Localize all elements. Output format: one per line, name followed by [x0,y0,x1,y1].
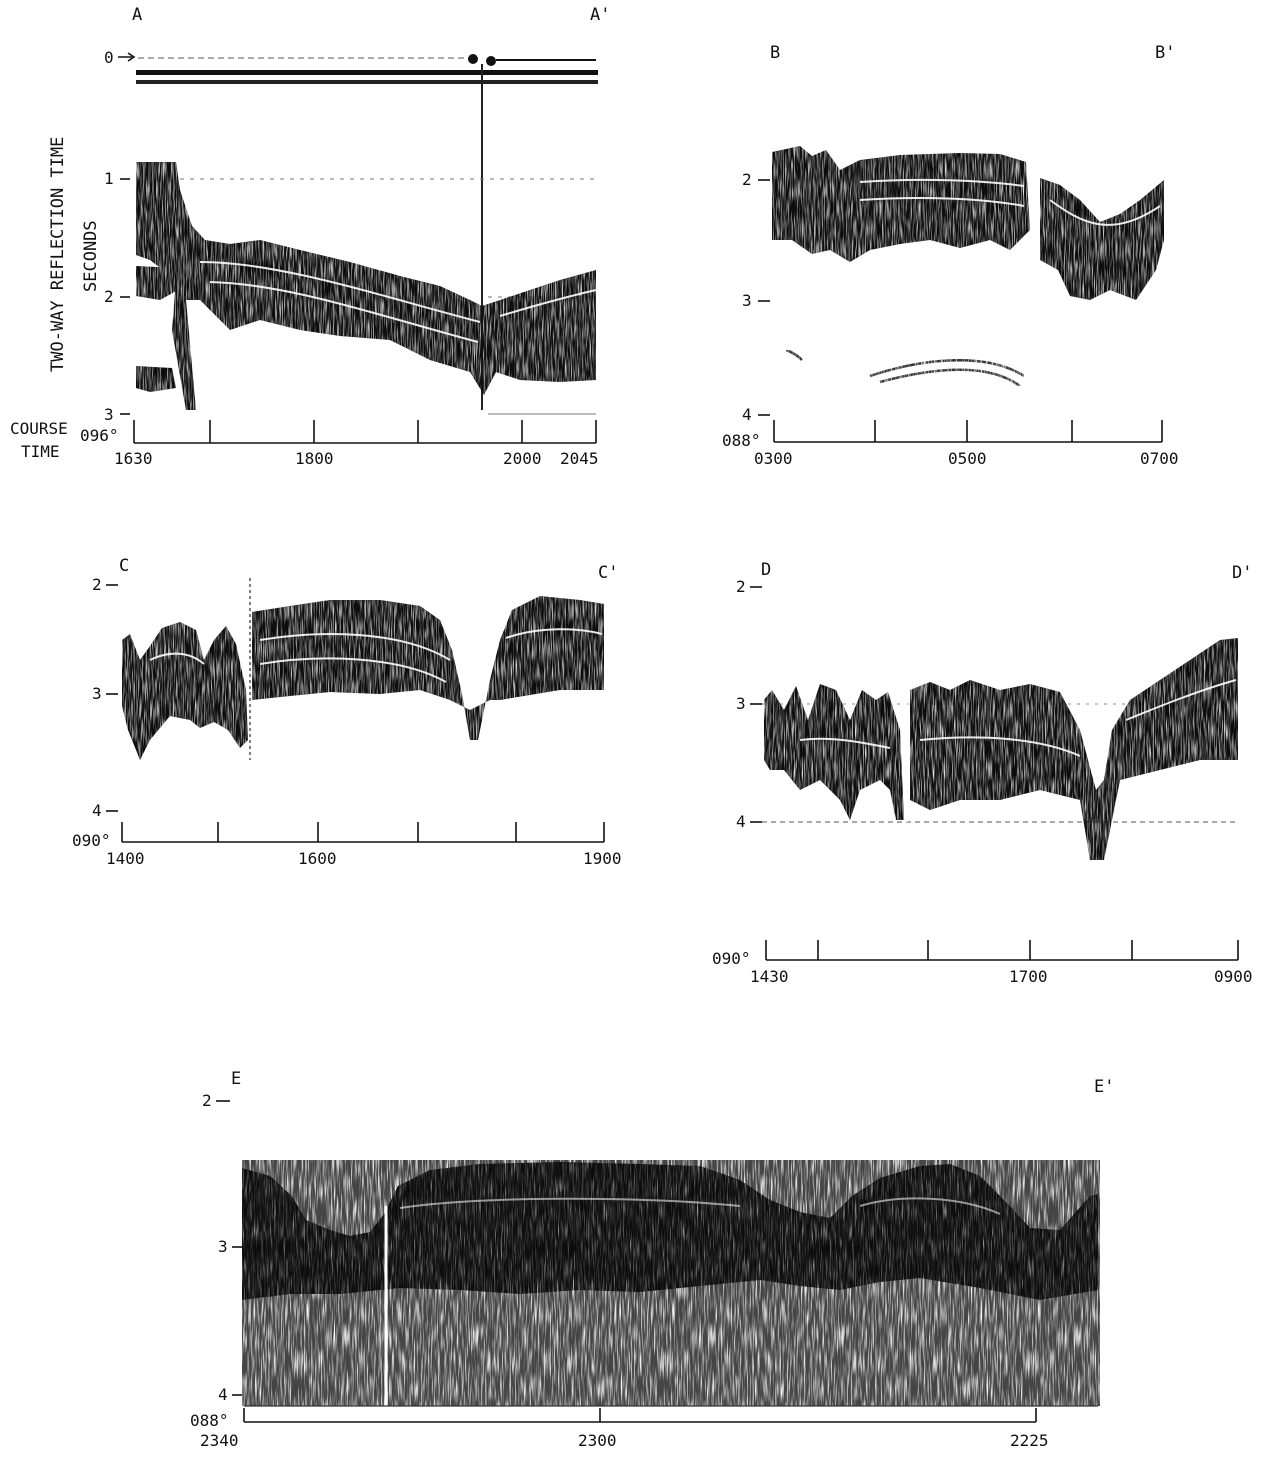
panel-b: B B' 2 3 4 088° [722,43,1179,468]
panel-d: D D' 2 3 4 090° 1430 1700 [712,560,1253,986]
panel-c-y-tick-0: 2 [92,575,102,594]
panel-d-time-0: 1430 [750,967,789,986]
panel-e-y-tick-1: 3 [218,1237,228,1256]
panel-a-time-2: 2000 [503,449,542,468]
panel-a-time-1: 1800 [295,449,334,468]
panel-a-arrow-0 [118,52,136,62]
panel-c-time-0: 1400 [106,849,145,868]
panel-d-end-label: D' [1232,563,1252,583]
panel-b-course: 088° [722,431,761,450]
axis-title: TWO-WAY REFLECTION TIME SECONDS [48,137,101,372]
panel-d-course: 090° [712,949,751,968]
panel-c-course: 090° [72,831,111,850]
panel-a-time-3: 2045 [560,449,599,468]
panel-d-y-tick-0: 2 [736,577,746,596]
time-label: TIME [21,442,60,461]
panel-a-x-axis [133,420,597,444]
panel-c: C C' 2 3 4 090° 1400 1600 [72,556,622,868]
panel-e-time-1: 2300 [578,1431,617,1450]
panel-d-time-2: 0900 [1214,967,1253,986]
panel-e-layers [399,1197,1001,1215]
panel-e: E E' 2 3 4 088° 2340 2300 2225 [190,1069,1114,1450]
panel-c-end-label: C' [598,563,618,583]
panel-e-x-axis [243,1408,1037,1423]
panel-a-y-tick-2: 2 [104,287,114,306]
panel-c-y-tick-2: 4 [92,801,102,820]
panel-d-start-label: D [761,560,771,580]
panel-b-x-axis [773,420,1163,443]
panel-e-time-0: 2340 [200,1431,239,1450]
panel-d-layers [799,679,1237,757]
panel-b-y-tick-1: 3 [742,291,752,310]
panel-a-course: 096° [80,426,119,445]
panel-d-y-tick-2: 4 [736,812,746,831]
panel-b-end-label: B' [1155,43,1175,63]
panel-d-reflector [764,638,1238,860]
panel-e-reflector [242,1162,1098,1300]
axis-title-line2: SECONDS [81,220,101,292]
panel-a-end-label: A' [590,5,610,25]
panel-c-time-1: 1600 [298,849,337,868]
panel-a-surface-band-1 [136,70,598,75]
axis-title-line1: TWO-WAY REFLECTION TIME [48,137,68,372]
panel-a-layers [199,261,597,343]
panel-d-y-tick-1: 3 [736,694,746,713]
panel-e-end-label: E' [1094,1077,1114,1097]
panel-c-start-label: C [119,556,129,576]
panel-a-start-label: A [132,5,142,25]
course-label: COURSE [10,419,68,438]
panel-b-time-0: 0300 [754,449,793,468]
panel-e-course: 088° [190,1411,229,1430]
panel-c-y-tick-1: 3 [92,684,102,703]
panel-c-time-2: 1900 [583,849,622,868]
panel-d-time-1: 1700 [1009,967,1048,986]
panel-a-marker-dot-1 [468,54,478,64]
panel-b-start-label: B [770,43,780,63]
panel-c-x-axis [121,822,605,843]
panel-a-y-tick-1: 1 [104,169,114,188]
panel-b-layers [859,178,1161,226]
panel-b-time-1: 0500 [948,449,987,468]
panel-d-x-axis [765,940,1239,961]
panel-e-y-tick-0: 2 [202,1091,212,1110]
panel-b-y-tick-2: 4 [742,405,752,424]
panel-a-surface-band-2 [136,80,598,84]
panel-e-start-label: E [231,1069,241,1089]
panel-b-time-2: 0700 [1140,449,1179,468]
panel-e-time-2: 2225 [1010,1431,1049,1450]
panel-c-layers [149,628,603,683]
panel-b-reflector [772,146,1164,300]
panel-a-y-tick-3: 3 [104,405,114,424]
panel-a-marker-dot-2 [486,56,496,66]
panel-b-y-tick-0: 2 [742,170,752,189]
panel-a: A A' 0 1 2 3 [10,5,610,468]
panel-c-reflector [122,596,604,760]
panel-a-time-0: 1630 [114,449,153,468]
panel-a-y-tick-0: 0 [104,48,114,67]
panel-a-reflector [136,162,596,410]
panel-e-y-tick-2: 4 [218,1385,228,1404]
panel-b-multiple [785,348,1025,388]
